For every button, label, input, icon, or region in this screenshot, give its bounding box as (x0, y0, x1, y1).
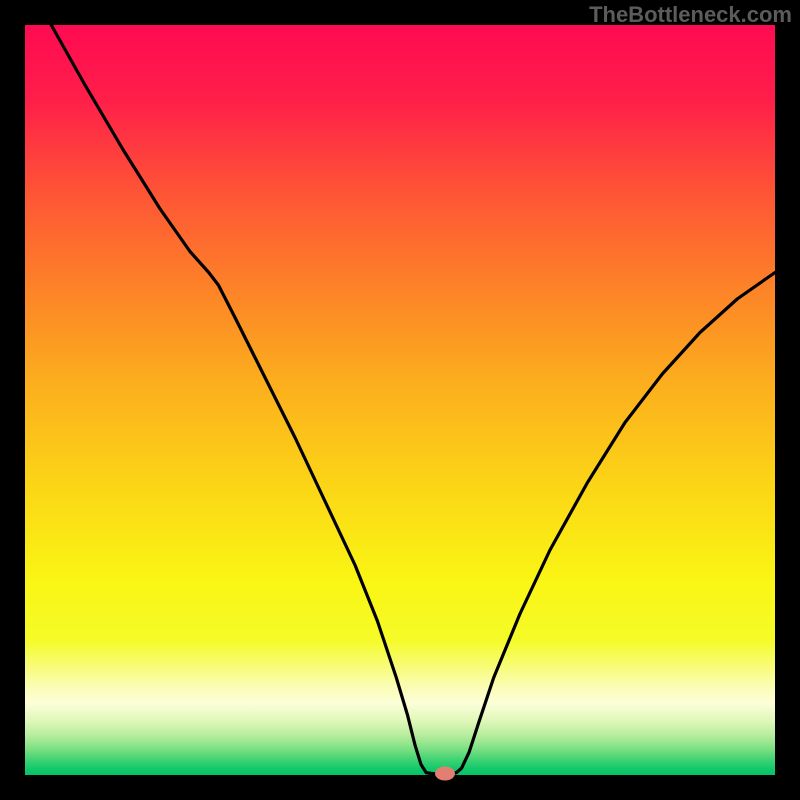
optimum-marker (435, 767, 455, 781)
bottleneck-chart (0, 0, 800, 800)
chart-frame: TheBottleneck.com (0, 0, 800, 800)
plot-background (25, 25, 775, 775)
watermark-text: TheBottleneck.com (589, 2, 792, 28)
